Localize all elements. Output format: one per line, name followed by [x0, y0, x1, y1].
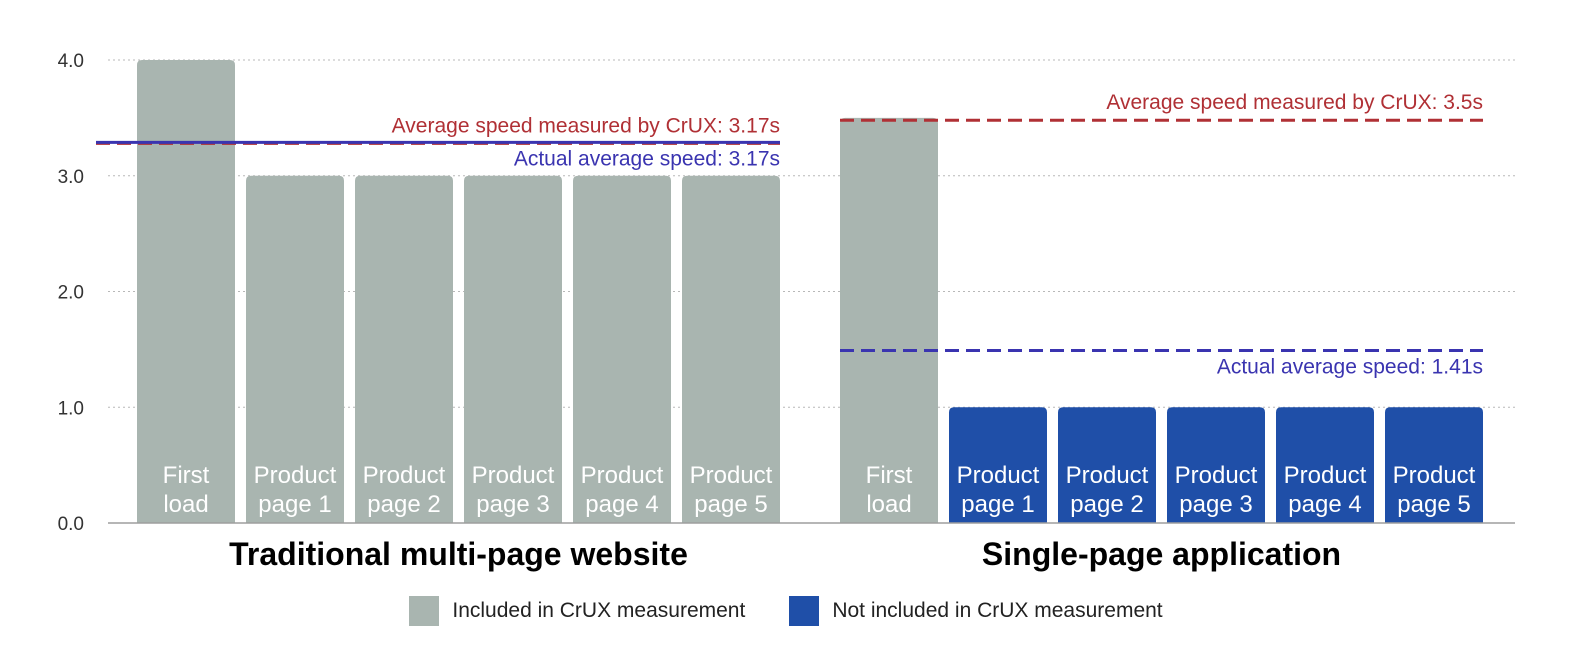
bar	[464, 175, 562, 523]
bar-label: Product	[1175, 462, 1258, 489]
bar-label: page 4	[1288, 491, 1361, 518]
legend-swatch-excluded	[789, 596, 820, 626]
bar-label: Product	[581, 462, 664, 489]
actual-average-label: Actual average speed: 1.41s	[1217, 356, 1483, 379]
bar	[137, 60, 235, 523]
bar-label: Product	[957, 462, 1040, 489]
legend-item-excluded: Not included in CrUX measurement	[789, 596, 1163, 626]
bar-label: Product	[690, 462, 773, 489]
bar-label: First	[163, 462, 210, 489]
bar-label: page 2	[367, 491, 440, 518]
group-title: Traditional multi-page website	[229, 536, 688, 572]
bar	[1058, 407, 1156, 523]
y-tick-label: 4.0	[58, 51, 84, 72]
bar	[573, 175, 671, 523]
y-tick-label: 0.0	[58, 514, 84, 535]
bar-label: load	[163, 491, 208, 518]
legend-item-included: Included in CrUX measurement	[409, 596, 745, 626]
bar-label: page 1	[258, 491, 331, 518]
bar-label: Product	[472, 462, 555, 489]
bar-label: page 4	[585, 491, 658, 518]
bar-label: Product	[254, 462, 337, 489]
bar-label: page 1	[961, 491, 1034, 518]
bar	[355, 175, 453, 523]
crux-average-label: Average speed measured by CrUX: 3.17s	[392, 114, 780, 137]
y-tick-label: 2.0	[58, 283, 84, 304]
bar-label: Product	[1393, 462, 1476, 489]
legend-label-excluded: Not included in CrUX measurement	[832, 599, 1163, 622]
crux-average-label: Average speed measured by CrUX: 3.5s	[1106, 91, 1483, 114]
bar-label: page 2	[1070, 491, 1143, 518]
bar-label: Product	[1284, 462, 1367, 489]
bar-label: Product	[363, 462, 446, 489]
bar	[682, 175, 780, 523]
bar-label: load	[866, 491, 911, 518]
group-title: Single-page application	[982, 536, 1341, 572]
bar-label: page 5	[694, 491, 767, 518]
actual-average-label: Actual average speed: 3.17s	[514, 147, 780, 170]
bar	[1276, 407, 1374, 523]
bar	[246, 175, 344, 523]
legend: Included in CrUX measurement Not include…	[0, 596, 1572, 626]
y-tick-label: 1.0	[58, 398, 84, 419]
bar	[949, 407, 1047, 523]
bar-label: page 3	[476, 491, 549, 518]
bar	[840, 117, 938, 523]
legend-label-included: Included in CrUX measurement	[452, 599, 746, 622]
legend-swatch-included	[409, 596, 440, 626]
bar	[1385, 407, 1483, 523]
y-tick-label: 3.0	[58, 167, 84, 188]
bar	[1167, 407, 1265, 523]
bar-label: First	[866, 462, 913, 489]
bar-label: page 3	[1179, 491, 1252, 518]
bar-label: page 5	[1397, 491, 1470, 518]
bar-label: Product	[1066, 462, 1149, 489]
